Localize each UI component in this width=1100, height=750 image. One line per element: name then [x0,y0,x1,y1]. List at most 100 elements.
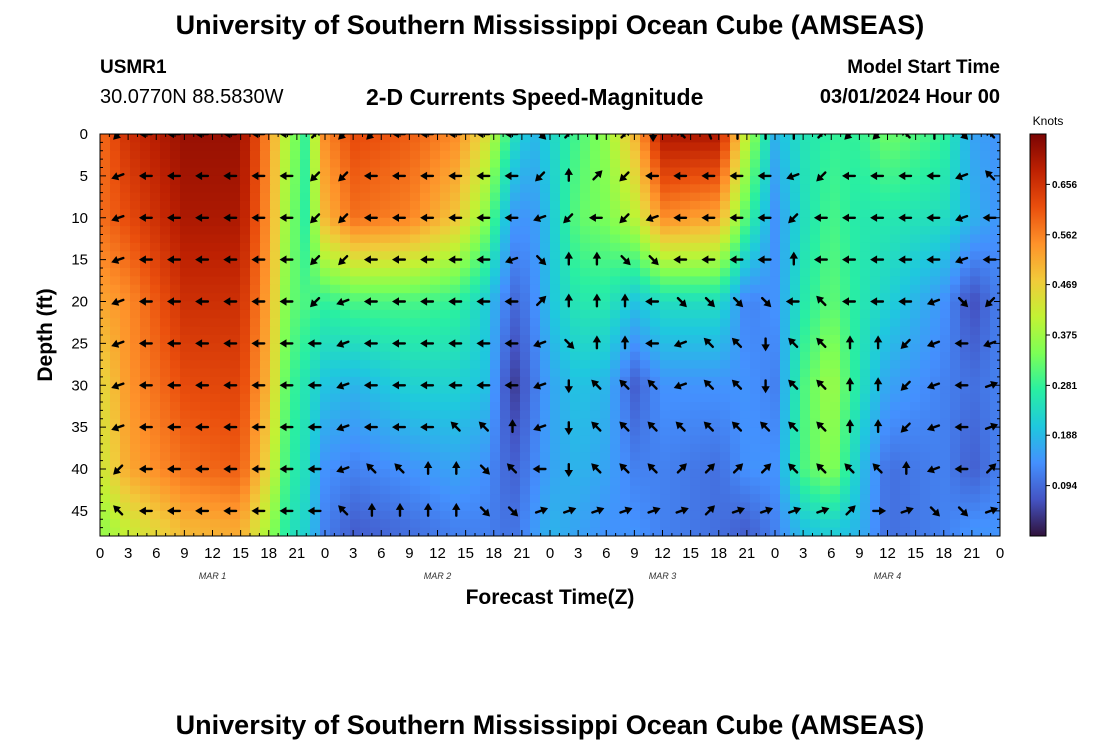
heatmap-cell [390,326,401,336]
heatmap-cell [520,527,531,536]
heatmap-cell [760,175,771,185]
heatmap-cell [140,385,151,395]
heatmap-cell [650,142,661,152]
heatmap-cell [530,201,541,210]
heatmap-cell [770,418,781,428]
heatmap-cell [140,452,151,462]
heatmap-cell [350,268,361,277]
heatmap-cell [250,368,261,378]
heatmap-cell [450,326,461,336]
heatmap-cell [320,217,331,227]
heatmap-cell [970,184,981,194]
heatmap-cell [540,301,551,311]
heatmap-cell [160,326,171,336]
heatmap-cell [160,343,171,353]
heatmap-cell [740,368,751,378]
heatmap-cell [650,134,661,143]
heatmap-cell [260,192,271,202]
vector-arrow [392,339,406,348]
heatmap-cell [420,134,431,143]
heatmap-cell [100,234,111,244]
vector-arrow [647,421,658,432]
heatmap-cell [230,326,241,336]
heatmap-cell [790,175,801,185]
vector-arrow [113,505,124,516]
heatmap-cell [100,276,111,286]
heatmap-cell [750,418,761,428]
heatmap-cell [640,460,651,470]
heatmap-cell [920,226,931,236]
vector-arrow [423,502,433,517]
heatmap-cell [840,469,851,478]
heatmap-cell [170,502,181,512]
heatmap-cell [260,284,271,294]
heatmap-cell [750,226,761,236]
heatmap-cell [360,519,371,529]
heatmap-cell [640,452,651,462]
heatmap-cell [730,494,741,504]
heatmap-cell [230,309,241,319]
heatmap-cell [450,226,461,236]
heatmap-cell [790,217,801,227]
heatmap-cell [230,201,241,210]
heatmap-cell [950,284,961,294]
heatmap-cell [110,309,121,319]
heatmap-cell [810,477,821,487]
heatmap-cell [850,242,861,252]
heatmap-cell [160,242,171,252]
heatmap-cell [760,226,771,236]
heatmap-cell [940,242,951,252]
heatmap-cell [680,418,691,428]
heatmap-cell [380,335,391,344]
heatmap-cell [560,494,571,504]
heatmap-cell [630,276,641,286]
heatmap-cell [710,268,721,277]
heatmap-cell [440,251,451,261]
heatmap-cell [700,251,711,261]
heatmap-cell [370,251,381,261]
heatmap-cell [960,326,971,336]
heatmap-cell [850,376,861,386]
heatmap-cell [610,485,621,495]
heatmap-cell [420,452,431,462]
heatmap-cell [100,485,111,495]
heatmap-cell [140,192,151,202]
heatmap-cell [930,301,941,311]
heatmap-cell [600,301,611,311]
heatmap-cell [300,242,311,252]
heatmap-cell [620,284,631,294]
heatmap-cell [100,335,111,344]
heatmap-cell [200,469,211,478]
heatmap-cell [520,234,531,244]
heatmap-cell [240,175,251,185]
vector-arrow [677,134,686,139]
heatmap-cell [100,318,111,328]
heatmap-cell [990,234,1000,244]
heatmap-cell [870,318,881,328]
heatmap-cell [430,142,441,152]
y-tick-label: 25 [71,335,88,352]
heatmap-cell [220,209,231,219]
heatmap-cell [360,217,371,227]
heatmap-cell [690,376,701,386]
heatmap-cell [930,418,941,428]
heatmap-cell [100,192,111,202]
heatmap-cell [860,251,871,261]
heatmap-cell [460,276,471,286]
heatmap-cell [180,418,191,428]
heatmap-cell [730,142,741,152]
heatmap-cell [830,519,841,529]
heatmap-cell [600,326,611,336]
heatmap-cell [210,519,221,529]
heatmap-cell [360,192,371,202]
heatmap-cell [570,184,581,194]
heatmap-cell [750,335,761,344]
heatmap-cell [850,469,861,478]
heatmap-cell [160,519,171,529]
heatmap-cell [530,184,541,194]
heatmap-cell [340,443,351,453]
heatmap-cell [220,477,231,487]
heatmap-cell [550,226,561,236]
heatmap-cell [410,410,421,420]
heatmap-cell [950,318,961,328]
